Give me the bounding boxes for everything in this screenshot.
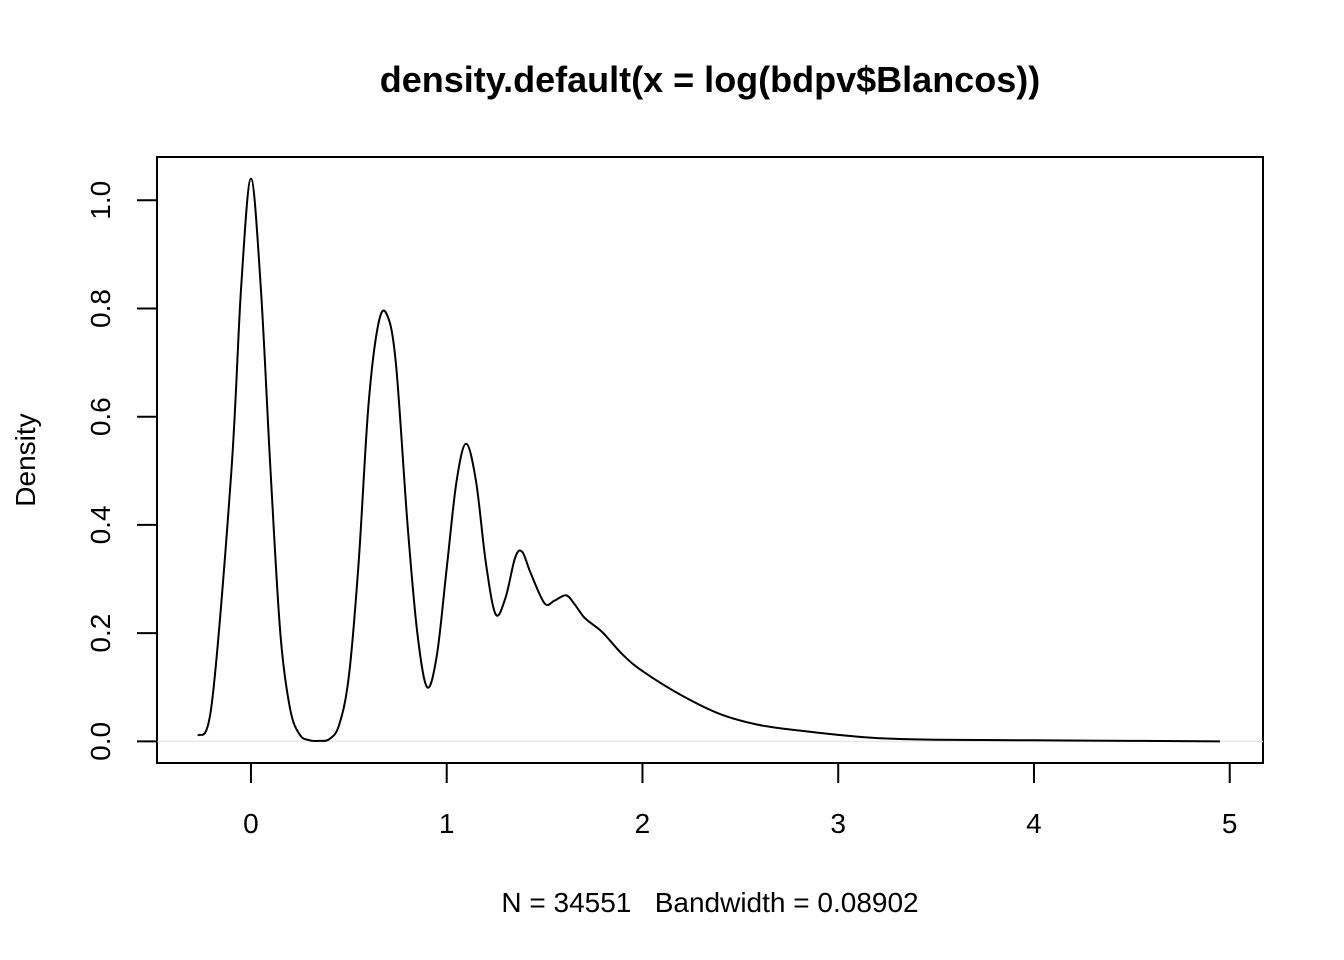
x-axis-label: N = 34551 Bandwidth = 0.08902: [501, 887, 918, 918]
y-tick-label: 0.2: [85, 614, 116, 653]
x-tick-label: 2: [635, 808, 651, 839]
density-curve: [197, 177, 1220, 743]
y-tick-label: 0.4: [85, 505, 116, 544]
y-tick-label: 1.0: [85, 181, 116, 220]
y-axis: 0.0 0.2 0.4 0.6 0.8 1.0: [85, 181, 158, 761]
plot-area: [156, 156, 1264, 764]
plot-frame: [156, 156, 1264, 764]
y-tick-label: 0.6: [85, 397, 116, 436]
x-tick-label: 5: [1222, 808, 1238, 839]
x-tick-label: 3: [830, 808, 846, 839]
chart-title: density.default(x = log(bdpv$Blancos)): [380, 59, 1040, 100]
x-axis: 0 1 2 3 4 5: [243, 762, 1238, 839]
y-tick-label: 0.8: [85, 289, 116, 328]
x-tick-label: 1: [439, 808, 455, 839]
y-axis-label: Density: [10, 413, 41, 506]
y-tick-label: 0.0: [85, 722, 116, 761]
x-tick-label: 4: [1026, 808, 1042, 839]
x-tick-label: 0: [243, 808, 259, 839]
